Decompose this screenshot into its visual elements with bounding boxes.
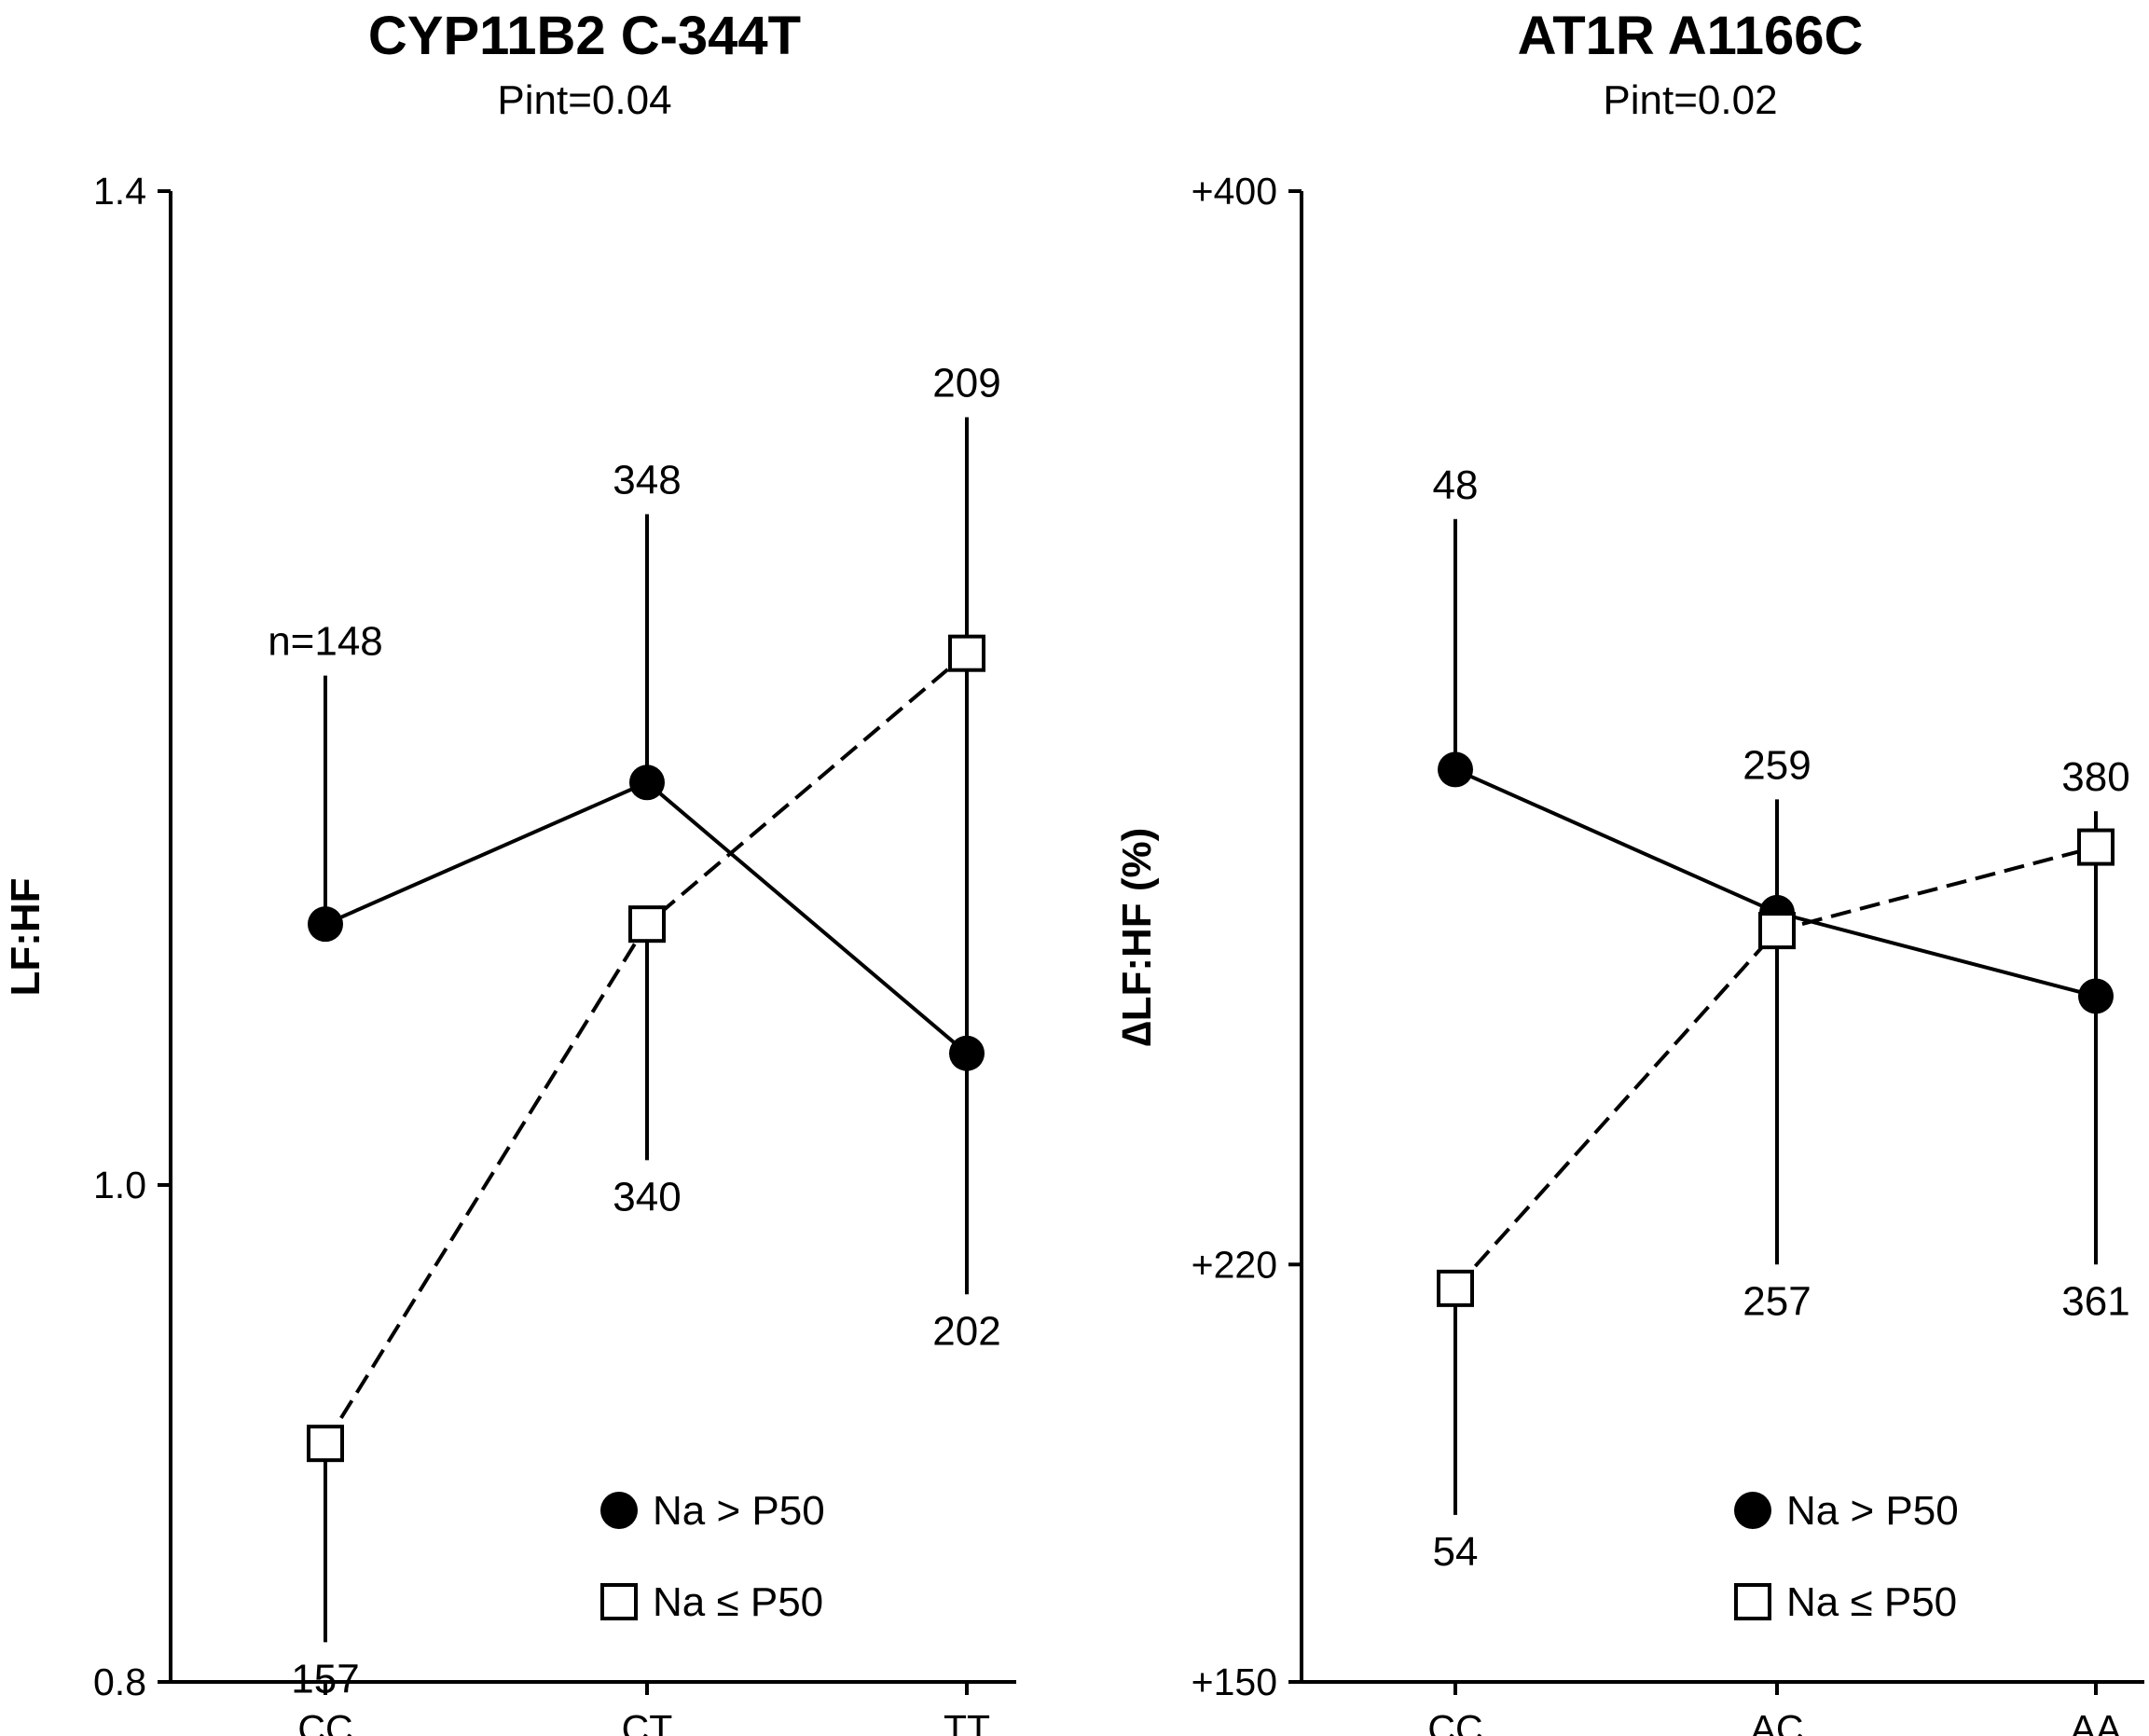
y-tick-label: +400: [1192, 170, 1277, 213]
data-point-circle: [949, 1035, 985, 1071]
y-tick-label: +150: [1192, 1660, 1277, 1703]
x-tick-label: CC: [297, 1707, 352, 1736]
sample-size-label: 202: [932, 1308, 1000, 1354]
chart-title: CYP11B2 C-344T: [368, 6, 801, 66]
x-tick-label: CC: [1427, 1707, 1482, 1736]
data-point-square: [628, 905, 666, 944]
y-tick-label: 1.0: [93, 1164, 146, 1206]
sample-size-label: 259: [1743, 742, 1811, 788]
data-point-circle: [1438, 751, 1473, 788]
chart-subtitle: Pint=0.04: [497, 77, 671, 123]
legend-label: Na ≤ P50: [1786, 1579, 1957, 1625]
legend-marker-circle: [1734, 1492, 1771, 1529]
y-tick-label: 0.8: [93, 1660, 146, 1703]
data-point-square: [307, 1425, 344, 1463]
y-tick-label: 1.4: [93, 170, 146, 213]
data-point-circle: [308, 906, 343, 943]
sample-size-label: 157: [291, 1656, 359, 1702]
legend-marker-circle: [600, 1492, 638, 1529]
sample-size-label: 340: [613, 1174, 681, 1219]
sample-size-label: 361: [2061, 1278, 2129, 1324]
legend-marker-square: [1734, 1583, 1771, 1620]
chart-panel-at1r: AT1R A1166C Pint=0.02 +150 +220 +400 CC AC AA ∆L…: [1114, 6, 2144, 1736]
chart-panel-cyp11b2: CYP11B2 C-344T Pint=0.04 0.8 1.0 1.4 CC CT TT LF…: [3, 6, 1016, 1736]
sample-size-label: 257: [1743, 1278, 1811, 1324]
sample-size-label: 48: [1433, 462, 1479, 508]
data-point-circle: [629, 765, 665, 801]
x-tick-label: AC: [1751, 1707, 1804, 1736]
x-tick-label: AA: [2071, 1707, 2122, 1736]
chart-subtitle: Pint=0.02: [1603, 77, 1777, 123]
sample-size-label: 348: [613, 457, 681, 503]
data-point-square: [2077, 828, 2115, 866]
x-tick-label: CT: [622, 1707, 673, 1736]
y-axis-label: LF:HF: [3, 877, 48, 996]
legend-marker-square: [600, 1583, 638, 1620]
legend-label: Na > P50: [653, 1488, 825, 1534]
sample-size-label: 54: [1433, 1529, 1479, 1575]
data-point-circle: [2078, 978, 2114, 1014]
data-point-square: [948, 634, 985, 672]
data-point-square: [1437, 1269, 1474, 1307]
chart-title: AT1R A1166C: [1518, 6, 1864, 66]
y-tick-label: +220: [1192, 1243, 1277, 1286]
legend-label: Na ≤ P50: [653, 1579, 823, 1625]
sample-size-label: n=148: [268, 619, 383, 665]
legend-label: Na > P50: [1786, 1488, 1959, 1534]
y-axis-label: ∆LF:HF (%): [1114, 828, 1160, 1047]
sample-size-label: 380: [2061, 754, 2129, 800]
data-point-square: [1758, 912, 1796, 950]
x-tick-label: TT: [944, 1707, 990, 1736]
sample-size-label: 209: [932, 361, 1000, 406]
